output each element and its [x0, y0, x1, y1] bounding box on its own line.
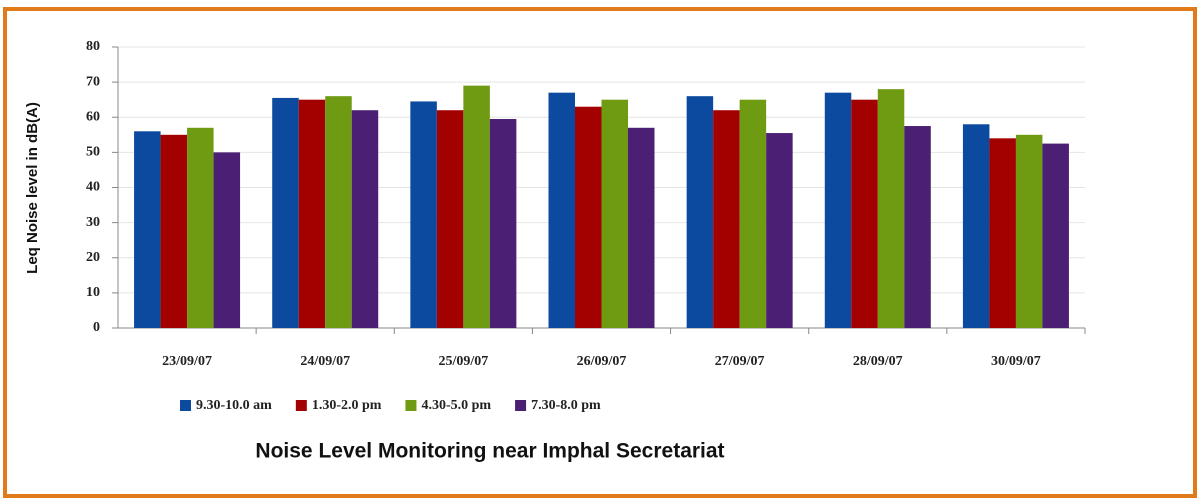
bar: [713, 110, 740, 328]
bar: [989, 138, 1016, 328]
x-tick-label: 30/09/07: [991, 354, 1041, 369]
bar: [160, 134, 188, 328]
bar: [325, 96, 352, 328]
y-axis-label: Leq Noise level in dB(A): [24, 102, 41, 274]
x-tick-label: 25/09/07: [438, 354, 488, 369]
bar: [187, 127, 214, 328]
x-tick-label: 24/09/07: [300, 354, 350, 369]
bar: [548, 92, 575, 328]
bar: [351, 110, 379, 328]
bar: [272, 97, 299, 329]
legend-label: 1.30-2.0 pm: [312, 398, 382, 413]
y-tick-label: 60: [86, 109, 100, 124]
bar: [134, 131, 161, 328]
y-tick-label: 30: [86, 215, 100, 230]
bar: [962, 124, 990, 329]
bar: [739, 99, 767, 328]
bar: [766, 133, 793, 328]
bar: [877, 89, 905, 329]
bar: [213, 152, 241, 328]
legend-label: 9.30-10.0 am: [196, 398, 272, 413]
legend-swatch: [515, 400, 527, 411]
y-tick-label: 20: [86, 250, 100, 265]
bar: [575, 106, 602, 329]
bar: [463, 85, 490, 328]
legend-swatch: [180, 400, 191, 411]
bar: [824, 92, 852, 328]
bar: [1042, 143, 1069, 328]
bar: [904, 126, 931, 328]
legend-label: 7.30-8.0 pm: [531, 398, 601, 413]
x-tick-label: 28/09/07: [853, 354, 903, 369]
bar: [298, 99, 326, 328]
y-tick-label: 50: [86, 145, 100, 160]
bar: [686, 96, 714, 328]
legend-swatch: [295, 400, 307, 411]
x-tick-label: 23/09/07: [162, 354, 212, 369]
x-tick-label: 26/09/07: [577, 354, 627, 369]
bar: [851, 99, 878, 328]
bar: [436, 110, 464, 328]
y-tick-label: 0: [93, 320, 100, 335]
legend-swatch: [405, 400, 417, 411]
bar: [410, 101, 437, 328]
bar: [628, 127, 655, 328]
bar: [601, 99, 628, 328]
chart-title: Noise Level Monitoring near Imphal Secre…: [255, 440, 724, 463]
bar: [489, 119, 517, 328]
bar: [1015, 134, 1043, 328]
y-tick-label: 70: [86, 74, 100, 89]
x-tick-label: 27/09/07: [715, 354, 765, 369]
y-tick-label: 40: [86, 180, 100, 195]
legend-label: 4.30-5.0 pm: [421, 398, 491, 413]
y-tick-label: 10: [86, 285, 100, 300]
y-tick-label: 80: [86, 39, 100, 54]
